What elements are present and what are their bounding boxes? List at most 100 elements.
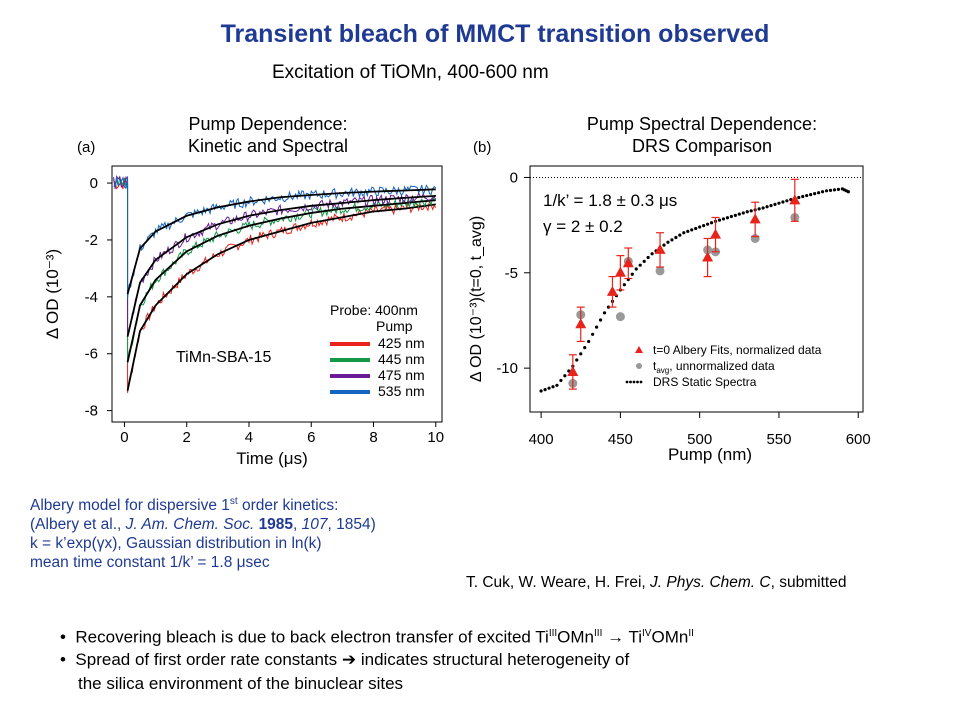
drs-point [721, 217, 726, 221]
plot-frame [529, 165, 864, 413]
bullet-item: • Spread of first order rate constants ➔… [60, 650, 630, 669]
albery-point [606, 285, 618, 296]
legend-entry: tavg, unnormalized data [653, 359, 775, 375]
y-tick-label: -5 [505, 265, 518, 282]
x-tick-label: 2 [183, 429, 191, 446]
drs-point [706, 222, 710, 226]
drs-point [773, 202, 777, 206]
albery-point [575, 318, 587, 329]
series-trace-425-nm [113, 177, 437, 393]
drs-point [777, 201, 781, 205]
fit-curve-425-nm [126, 203, 436, 391]
drs-point [575, 358, 579, 362]
chart-b: (b) Pump Spectral Dependence:DRS Comparis… [468, 114, 871, 464]
drs-point [563, 374, 567, 378]
y-tick-label: 0 [510, 169, 518, 186]
drs-point [634, 267, 638, 271]
legend-entry: 535 nm [378, 383, 425, 399]
legend-swatch [629, 380, 632, 384]
x-tick-label: 500 [687, 431, 712, 448]
plot-frame [111, 165, 443, 423]
drs-point [539, 389, 543, 393]
legend-entry: 475 nm [378, 367, 425, 383]
x-axis-label: Pump (nm) [668, 445, 752, 464]
drs-point [832, 188, 837, 192]
legend: t=0 Albery Fits, normalized data tavg, un… [625, 343, 822, 389]
drs-point [587, 339, 591, 344]
legend-entry: 445 nm [378, 351, 425, 367]
panel-label: (a) [77, 139, 95, 156]
x-tick-label: 10 [427, 429, 444, 446]
sample-label: TiMn-SBA-15 [176, 349, 272, 366]
drs-point [698, 225, 702, 229]
page-subtitle: Excitation of TiOMn, 400-600 nm [272, 62, 549, 83]
drs-point [817, 191, 821, 195]
fit-annotation: 1/k’ = 1.8 ± 0.3 μs [543, 191, 677, 210]
chart-a: (a) Pump Dependence:Kinetic and Spectral 0… [43, 114, 444, 468]
y-axis-label: Δ OD (10⁻³)(t=0, t_avg) [468, 216, 485, 382]
drs-point [757, 207, 761, 211]
tavg-point [615, 312, 625, 322]
fit-curve-475-nm [126, 194, 436, 337]
drs-point [598, 318, 603, 322]
legend-entry-main: t [653, 359, 657, 373]
drs-point [682, 231, 686, 235]
albery-point [654, 243, 666, 254]
legend-swatch [636, 363, 642, 369]
x-tick-label: 4 [245, 429, 253, 446]
legend-entry: t=0 Albery Fits, normalized data [653, 343, 822, 357]
drs-point [551, 385, 555, 389]
drs-point [737, 212, 741, 216]
chart-title: Pump Spectral Dependence: [587, 114, 817, 134]
x-tick-label: 6 [307, 429, 315, 446]
fit-annotation: γ = 2 ± 0.2 [543, 217, 623, 236]
y-tick-label: -4 [85, 289, 98, 306]
drs-point [630, 272, 634, 276]
drs-point [591, 332, 595, 336]
legend-swatch [639, 380, 643, 384]
drs-point [828, 188, 833, 192]
drs-point [595, 325, 599, 329]
drs-point [761, 206, 765, 210]
chart-title: DRS Comparison [632, 136, 772, 156]
albery-point [789, 194, 801, 205]
drs-point [642, 259, 646, 263]
x-tick-label: 550 [766, 431, 791, 448]
drs-point [797, 195, 801, 200]
drs-point [662, 243, 666, 247]
x-tick-label: 400 [529, 431, 554, 448]
drs-point [729, 214, 733, 219]
drs-point [781, 200, 785, 204]
y-tick-label: -2 [85, 232, 98, 249]
drs-point [638, 263, 642, 267]
legend-swatch [632, 380, 636, 384]
legend-title: Pump [376, 318, 413, 334]
legend-title: Probe: 400nm [330, 302, 418, 318]
bullet-item-continuation: the silica environment of the binuclear … [78, 674, 404, 693]
drs-point [543, 387, 547, 392]
drs-point [650, 252, 654, 256]
drs-point [836, 187, 841, 191]
drs-point [694, 226, 698, 231]
drs-point [741, 211, 745, 215]
drs-point [583, 346, 587, 350]
chart-title: Kinetic and Spectral [188, 136, 348, 156]
drs-point [846, 190, 850, 194]
albery-point [702, 251, 714, 262]
x-tick-label: 0 [120, 429, 128, 446]
drs-point [785, 199, 789, 203]
y-tick-label: -8 [85, 403, 98, 420]
drs-point [765, 205, 769, 209]
y-tick-label: -6 [85, 346, 98, 363]
legend-swatch [635, 346, 643, 353]
x-tick-label: 600 [846, 431, 871, 448]
drs-point [670, 238, 674, 242]
legend-swatch [625, 380, 629, 384]
drs-point [646, 255, 650, 260]
drs-point [702, 223, 706, 228]
drs-point [725, 216, 730, 220]
drs-point [733, 213, 737, 217]
x-tick-label: 450 [608, 431, 633, 448]
albery-point [749, 213, 761, 224]
drs-point [666, 240, 670, 244]
